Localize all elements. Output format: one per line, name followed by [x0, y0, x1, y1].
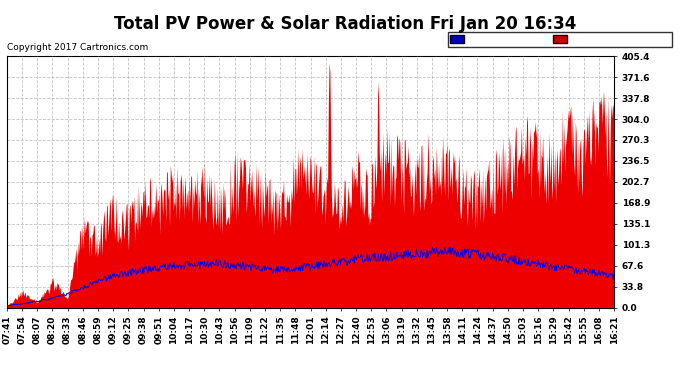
Text: Total PV Power & Solar Radiation Fri Jan 20 16:34: Total PV Power & Solar Radiation Fri Jan… — [114, 15, 576, 33]
Legend: Radiation (w/m2), PV Panels (DC Watts): Radiation (w/m2), PV Panels (DC Watts) — [448, 32, 671, 46]
Text: Copyright 2017 Cartronics.com: Copyright 2017 Cartronics.com — [7, 43, 148, 52]
